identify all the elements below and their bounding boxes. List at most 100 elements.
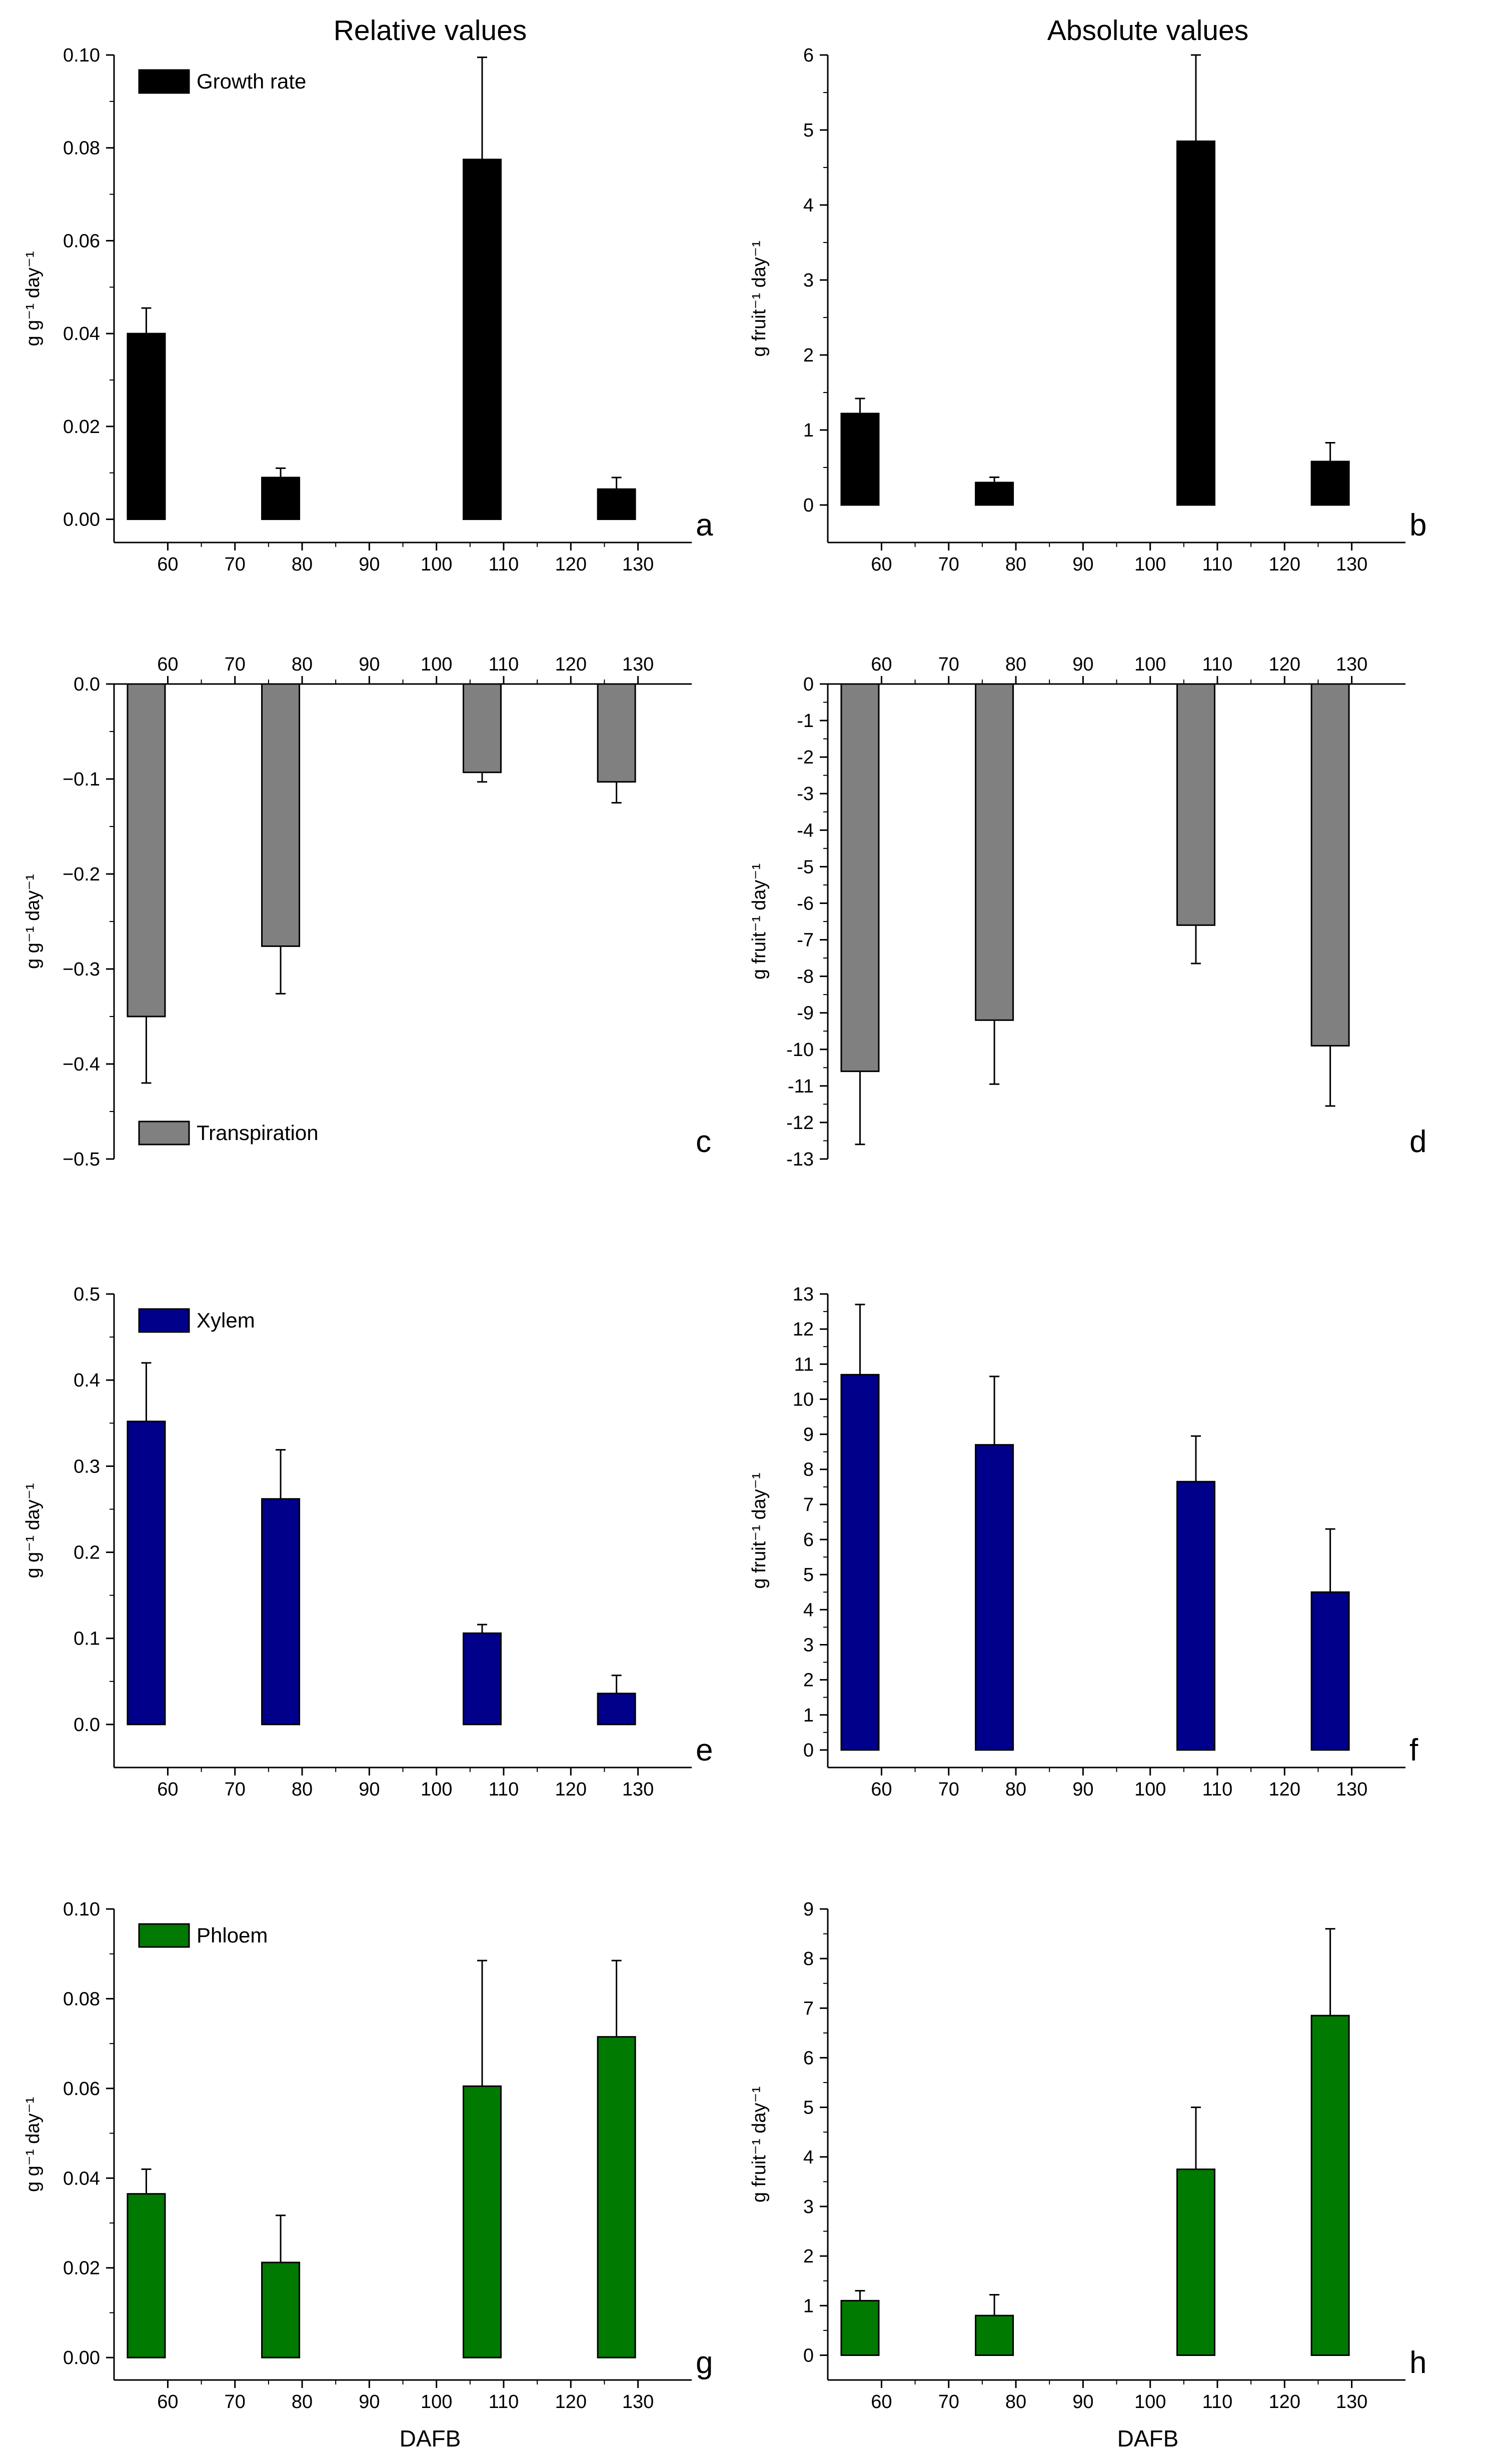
bar-110 (462, 158, 502, 520)
x-tick-label: 80 (292, 2392, 313, 2412)
y-tick-label: 0.04 (63, 324, 100, 344)
x-tick-label: 100 (1134, 654, 1166, 675)
bar-80 (261, 476, 301, 520)
x-tick-label: 110 (1202, 2392, 1233, 2412)
y-tick-label: 2 (803, 2246, 814, 2267)
legend-swatch (138, 1308, 190, 1333)
y-tick-label: 0.08 (63, 1988, 100, 2010)
y-axis-label: g fruit⁻¹ day⁻¹ (749, 240, 770, 356)
y-tick-label: 0.00 (63, 510, 100, 530)
panel-letter: d (1409, 1124, 1426, 1159)
bar-60 (127, 1420, 166, 1726)
panel-letter: f (1409, 1733, 1418, 1768)
y-tick-label: 0.08 (63, 138, 100, 159)
y-tick-label: 0.04 (63, 2168, 100, 2189)
bar-80 (975, 482, 1014, 506)
panel-b: 0 1 2 3 4 5 6 60 70 80 90 100 110 120 130 g fruit⁻¹ day… (749, 45, 1426, 575)
legend-label: Phloem (197, 1924, 268, 1947)
y-tick-label: 0.02 (63, 2258, 100, 2279)
y-tick-label: -6 (797, 893, 814, 914)
x-tick-label: 70 (938, 654, 959, 675)
y-tick-label: −0.5 (63, 1149, 100, 1170)
x-tick-label: 90 (1072, 1779, 1093, 1800)
x-tick-label: 60 (871, 1779, 892, 1800)
x-tick-label: 70 (225, 1779, 246, 1800)
x-tick-label: 130 (622, 554, 654, 575)
bar-80 (975, 2314, 1014, 2356)
x-tick-label: 120 (555, 554, 587, 575)
x-tick-label: 90 (359, 554, 380, 575)
y-tick-label: -9 (797, 1003, 814, 1024)
x-tick-label: 60 (157, 554, 178, 575)
bar-110 (462, 683, 502, 774)
x-tick-label: 110 (489, 1779, 519, 1800)
y-tick-label: 1 (803, 420, 814, 441)
bar-60 (127, 332, 166, 520)
y-tick-label: -5 (797, 856, 814, 878)
y-tick-label: 3 (803, 270, 814, 291)
y-tick-label: 0 (803, 495, 814, 516)
y-tick-label: 0 (803, 674, 814, 695)
x-tick-label: 100 (1134, 1779, 1166, 1800)
bar-130 (1310, 2014, 1350, 2356)
x-tick-label: 90 (359, 2392, 380, 2412)
x-tick-label: 60 (157, 654, 178, 675)
x-tick-label: 120 (1269, 554, 1300, 575)
bar-80 (975, 683, 1014, 1021)
y-tick-label: 0.10 (63, 45, 100, 66)
legend-label: Transpiration (197, 1121, 319, 1144)
y-tick-label: 3 (803, 1634, 814, 1656)
bar-110 (1176, 1480, 1215, 1751)
y-tick-label: 0.06 (63, 2078, 100, 2100)
y-tick-label: -10 (786, 1040, 814, 1060)
x-tick-label: 120 (1269, 2392, 1300, 2412)
panel-h: 0 1 2 3 4 5 6 7 8 9 60 70 80 90 100 110 120 130 g fruit⁻¹ … (749, 1899, 1426, 2412)
bar-60 (840, 412, 880, 506)
x-tick-label: 100 (421, 554, 452, 575)
x-tick-label: 110 (1202, 654, 1233, 675)
x-tick-label: 100 (1134, 554, 1166, 575)
legend-swatch (138, 69, 190, 94)
x-tick-label: 80 (292, 654, 313, 675)
y-tick-label: 1 (803, 1705, 814, 1726)
x-tick-label: 90 (359, 1779, 380, 1800)
x-tick-label: 110 (1202, 1779, 1233, 1800)
x-tick-label: 130 (1336, 2392, 1367, 2412)
x-tick-label: 80 (1005, 1779, 1026, 1800)
x-tick-label: 130 (622, 2392, 654, 2412)
panel-a: 0.00 0.02 0.04 0.06 0.08 0.10 60 70 80 90 100 110 12… (23, 45, 713, 575)
y-tick-label: 8 (803, 1460, 814, 1480)
y-axis-label: g fruit⁻¹ day⁻¹ (749, 864, 770, 980)
y-tick-label: -2 (797, 747, 814, 768)
y-tick-label: −0.4 (63, 1054, 100, 1075)
bar-110 (1176, 140, 1215, 506)
panel-letter: b (1409, 508, 1426, 542)
y-tick-label: -4 (797, 820, 814, 841)
x-tick-label: 70 (938, 1779, 959, 1800)
y-tick-label: 1 (803, 2296, 814, 2316)
y-tick-label: -1 (797, 710, 814, 732)
panel-letter: e (696, 1733, 713, 1768)
y-tick-label: 2 (803, 345, 814, 366)
y-axis-label: g g⁻¹ day⁻¹ (23, 1483, 44, 1578)
y-tick-label: 9 (803, 1899, 814, 1920)
x-tick-label: 90 (1072, 654, 1093, 675)
x-tick-label: 80 (1005, 654, 1026, 675)
x-tick-label: 120 (555, 2392, 587, 2412)
bar-130 (597, 683, 636, 783)
x-tick-label: 110 (489, 554, 519, 575)
x-tick-label: 70 (938, 554, 959, 575)
y-axis-label: g fruit⁻¹ day⁻¹ (749, 1472, 770, 1588)
y-tick-label: -13 (786, 1149, 814, 1170)
panel-d: 0 -1 -2 -3 -4 -5 -6 -7 -8 -9 -10 -11 -12 -13 60 70 80 90 1… (749, 654, 1426, 1170)
y-tick-label: 6 (803, 1530, 814, 1550)
x-tick-label: 70 (225, 2392, 246, 2412)
y-tick-label: 0.06 (63, 230, 100, 252)
x-tick-label: 130 (622, 654, 654, 675)
y-tick-label: 0.10 (63, 1899, 100, 1920)
bar-60 (840, 2300, 880, 2356)
bar-80 (975, 1444, 1014, 1751)
bar-130 (597, 1692, 636, 1726)
y-tick-label: 10 (793, 1389, 814, 1410)
